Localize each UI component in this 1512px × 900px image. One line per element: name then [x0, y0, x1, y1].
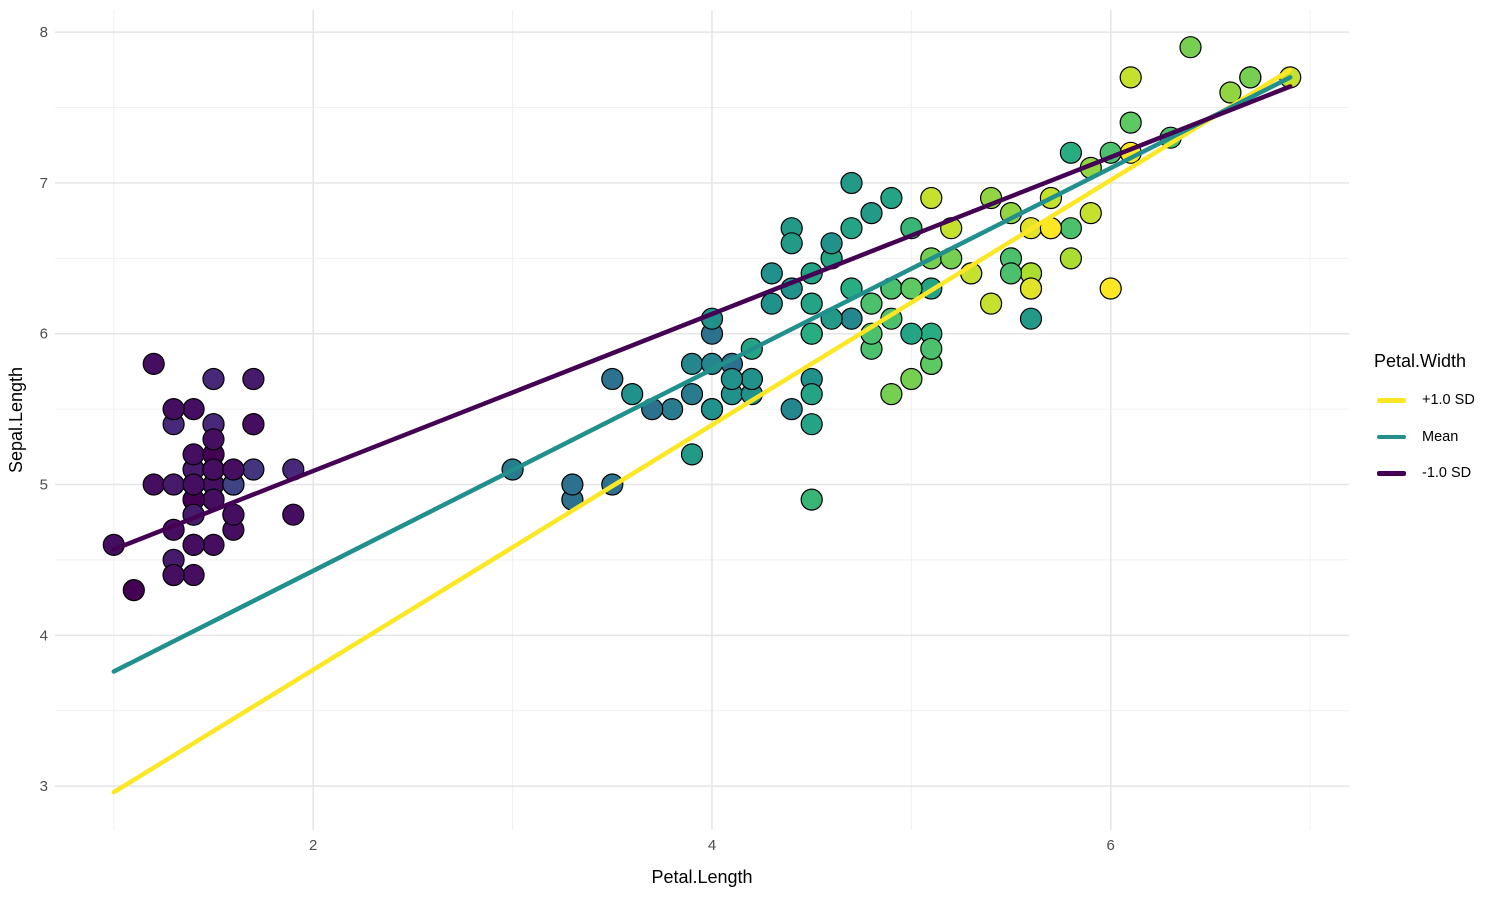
data-point [979, 292, 1003, 315]
data-point [800, 383, 823, 406]
data-point [700, 398, 724, 421]
legend-item: -1.0 SD [1374, 455, 1512, 492]
y-tick-label: 5 [40, 477, 48, 494]
legend-title: Petal.Width [1374, 351, 1467, 371]
data-point [680, 352, 704, 375]
data-point [182, 398, 205, 421]
data-point [142, 352, 165, 375]
data-point [880, 186, 903, 210]
data-point [142, 473, 165, 496]
data-point [1219, 81, 1242, 104]
legend-key-line [1377, 471, 1406, 476]
legend-item: Mean [1374, 419, 1512, 456]
data-point [601, 367, 624, 391]
y-tick-label: 8 [40, 24, 48, 41]
trend-line-plus1-0-sd [111, 67, 1293, 795]
data-point [1179, 36, 1202, 59]
legend: Petal.Width +1.0 SD Mean -1.0 SD [1374, 350, 1512, 492]
data-point [800, 292, 823, 315]
legend-entries: +1.0 SD Mean -1.0 SD [1374, 382, 1512, 492]
data-point [800, 322, 823, 345]
data-point [242, 458, 265, 481]
y-tick-label: 6 [40, 326, 48, 343]
data-point [880, 383, 903, 406]
legend-key-line [1377, 398, 1406, 403]
data-point [860, 292, 883, 315]
y-tick-label: 3 [40, 778, 48, 795]
data-point [840, 217, 863, 240]
data-point [800, 488, 823, 511]
data-point [760, 262, 783, 285]
data-point [780, 232, 803, 255]
data-point [720, 367, 744, 391]
legend-item-label: Mean [1422, 428, 1459, 445]
data-point [920, 186, 943, 210]
data-point [182, 563, 205, 587]
data-point [680, 383, 704, 406]
data-point [900, 367, 923, 391]
data-point [182, 533, 205, 557]
trend-line-mean [111, 75, 1293, 674]
data-point [1019, 307, 1043, 330]
data-point [740, 367, 763, 391]
data-point [202, 428, 225, 451]
data-point [202, 367, 225, 391]
data-point [1059, 247, 1083, 270]
data-point [760, 292, 783, 315]
data-point [900, 322, 923, 345]
x-tick-label: 6 [1107, 837, 1115, 854]
data-point [162, 563, 185, 587]
data-point [202, 458, 225, 481]
data-point [840, 171, 863, 195]
legend-item-label: +1.0 SD [1422, 392, 1475, 409]
y-tick-label: 7 [40, 175, 48, 192]
data-point [182, 443, 205, 466]
data-point [242, 413, 265, 436]
data-point [820, 232, 843, 255]
data-point [1119, 111, 1142, 134]
data-point [840, 307, 863, 330]
data-point [222, 458, 245, 481]
trend-line-minus1-0-sd [111, 84, 1293, 552]
data-point [242, 367, 265, 391]
legend-item-label: -1.0 SD [1422, 465, 1472, 482]
plot-panel: 2 4 6 3 4 5 6 7 8 [40, 10, 1349, 854]
data-point [1119, 66, 1142, 89]
data-point [182, 473, 205, 496]
data-point [780, 398, 803, 421]
x-axis-title: Petal.Length [651, 867, 752, 887]
data-point [1059, 217, 1083, 240]
data-point [660, 398, 684, 421]
data-point [900, 277, 923, 300]
y-axis-title: Sepal.Length [6, 367, 26, 473]
data-point [1019, 277, 1043, 300]
data-point [282, 503, 305, 526]
data-point [1059, 141, 1083, 164]
data-point [1079, 202, 1102, 225]
data-point [1239, 66, 1262, 89]
data-point [122, 578, 145, 602]
data-point [800, 413, 823, 436]
data-point [680, 443, 704, 466]
data-point [621, 383, 644, 406]
data-point [162, 473, 185, 496]
legend-item: +1.0 SD [1374, 382, 1512, 419]
data-point [860, 202, 883, 225]
data-point [1099, 277, 1122, 300]
y-tick-label: 4 [40, 627, 48, 644]
legend-key-line [1377, 434, 1406, 439]
data-point [202, 533, 225, 557]
data-point [920, 337, 943, 360]
x-tick-label: 4 [708, 837, 716, 854]
x-tick-label: 2 [309, 837, 317, 854]
data-point [162, 398, 185, 421]
data-point [999, 262, 1023, 285]
data-point [561, 473, 584, 496]
